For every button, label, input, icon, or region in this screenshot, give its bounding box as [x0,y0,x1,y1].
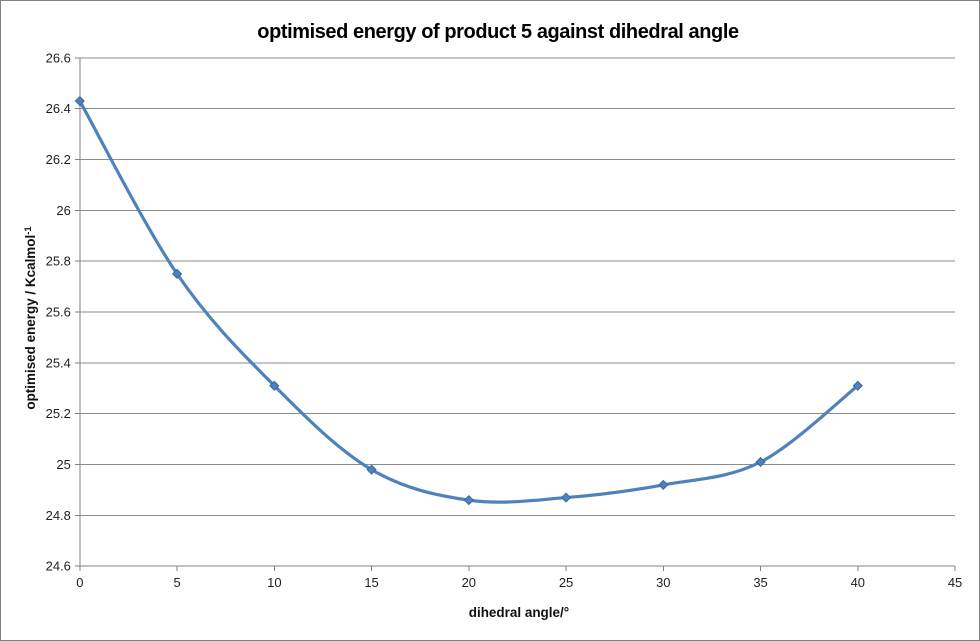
x-tick-label: 10 [267,575,281,590]
data-point-marker [269,380,280,391]
x-tick-label: 30 [656,575,670,590]
series-line [78,99,860,504]
data-point-marker [852,380,863,391]
data-series [74,95,863,506]
y-tick-label: 25.8 [46,254,71,269]
data-point-marker [171,268,183,279]
x-tick-label: 45 [948,575,962,590]
x-tick-label: 35 [753,575,767,590]
x-tick-label: 25 [559,575,573,590]
data-point-marker [658,479,669,490]
y-tick-label: 25 [56,457,70,472]
y-tick-label: 25.2 [46,406,71,421]
y-axis-title-main: optimised energy / Kcalmol [23,235,38,410]
chart-title: optimised energy of product 5 against di… [257,21,739,43]
x-tick-label: 0 [76,575,83,590]
y-tick-label: 25.6 [46,305,71,320]
x-tick-label: 5 [173,575,180,590]
data-point-marker [755,456,766,468]
y-axis-title: optimised energy / Kcalmol-1 [23,226,38,409]
x-tick-label: 40 [851,575,865,590]
data-point-marker [463,495,474,506]
data-point-marker [560,492,572,503]
y-axis-title-superscript: -1 [23,226,34,234]
data-point-marker [366,464,377,475]
x-tick-label: 20 [462,575,476,590]
y-tick-label: 26 [56,203,70,218]
gridlines [79,57,956,516]
data-point-marker [74,95,85,107]
y-tick-label: 24.8 [46,508,71,523]
y-tick-label: 25.4 [46,355,71,370]
y-tick-label: 26.6 [46,50,71,65]
y-tick-label: 24.6 [46,559,71,574]
y-tick-label: 26.2 [46,152,71,167]
y-tick-label: 26.4 [46,101,71,116]
x-tick-label: 15 [364,575,378,590]
axes: 24.6 24.8 25 25.2 25.4 25.6 25.8 26 26.2 26.4 26.6… [46,50,963,590]
x-axis-title: dihedral angle/° [469,605,569,620]
